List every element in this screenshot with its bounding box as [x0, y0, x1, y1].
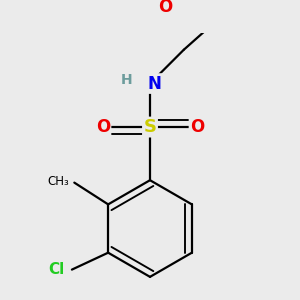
Text: Cl: Cl	[48, 262, 64, 277]
Text: O: O	[158, 0, 172, 16]
Text: N: N	[148, 74, 162, 92]
Text: S: S	[143, 118, 157, 136]
Text: CH₃: CH₃	[48, 175, 70, 188]
Text: O: O	[96, 118, 110, 136]
Text: O: O	[190, 118, 204, 136]
Text: H: H	[121, 73, 133, 87]
